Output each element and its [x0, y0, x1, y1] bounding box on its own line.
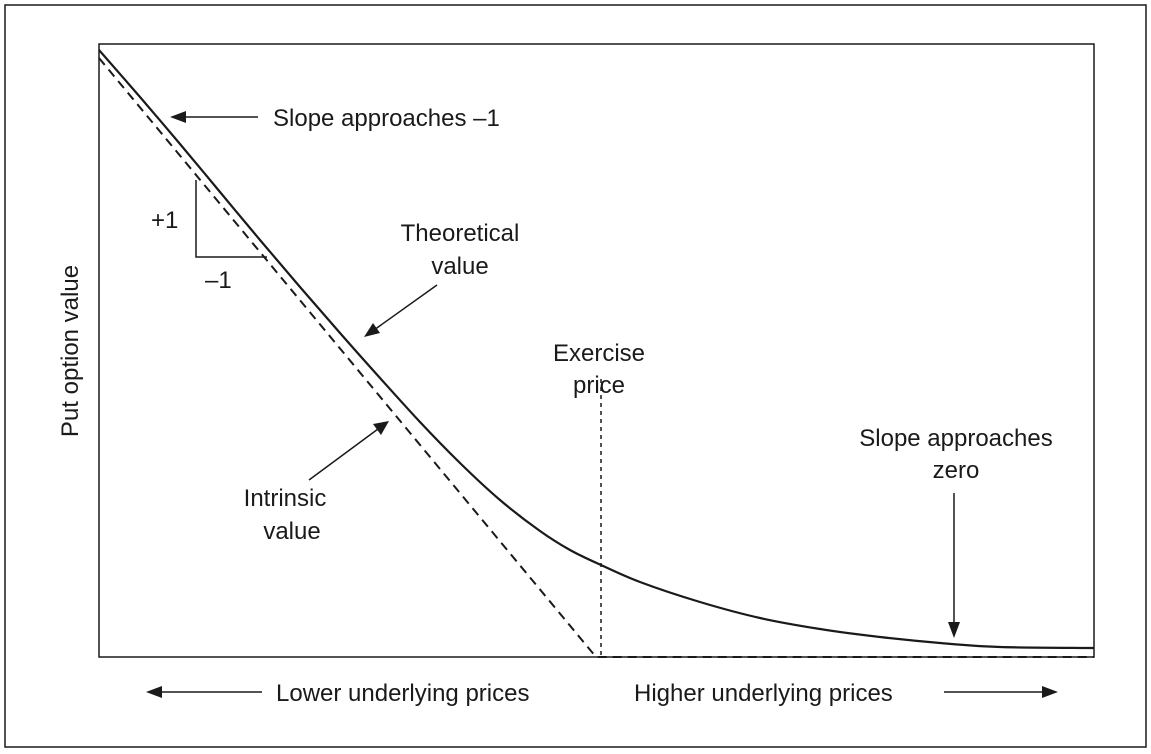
slope-neg-one-label: Slope approaches –1 — [273, 105, 500, 132]
intrinsic-label-line1: Intrinsic — [244, 485, 327, 512]
arrowhead-icon — [373, 421, 389, 435]
plot-area — [98, 43, 1095, 658]
intrinsic-arrow — [308, 428, 379, 481]
outer-frame — [4, 4, 1147, 748]
theoretical-label-line1: Theoretical — [401, 220, 520, 247]
intrinsic-label-line2: value — [263, 518, 320, 545]
arrowhead-icon — [948, 622, 960, 638]
x-axis-left-label: Lower underlying prices — [276, 680, 529, 707]
arrowhead-icon — [170, 111, 186, 123]
exercise-price-label-line1: Exercise — [553, 340, 645, 367]
theoretical-label-line2: value — [431, 253, 488, 280]
theoretical-arrow — [373, 284, 438, 331]
exercise-price-label-line2: price — [573, 372, 625, 399]
minus-one-label: –1 — [205, 267, 232, 294]
slope-triangle — [195, 180, 267, 258]
slope-zero-label-line2: zero — [933, 457, 980, 484]
y-axis-label: Put option value — [57, 265, 84, 437]
arrow-left-icon — [146, 686, 162, 698]
arrow-right-icon — [1042, 686, 1058, 698]
plus-one-label: +1 — [151, 207, 178, 234]
x-axis-right-label: Higher underlying prices — [634, 680, 893, 707]
slope-zero-label-line1: Slope approaches — [859, 425, 1052, 452]
theoretical-value-curve — [98, 49, 1095, 650]
arrowhead-icon — [364, 323, 380, 337]
